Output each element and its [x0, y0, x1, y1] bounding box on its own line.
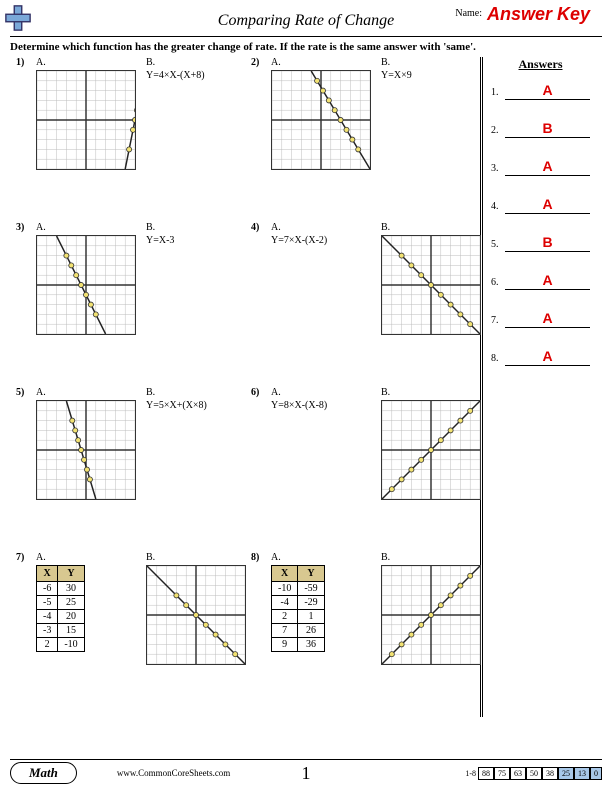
score-cell: 88: [478, 767, 494, 780]
problem-number: 8): [251, 552, 259, 563]
score-band: 1-8 887563503825130: [465, 768, 602, 779]
problem: 4) A. Y=7×X-(X-2) B.: [245, 222, 480, 387]
website: www.CommonCoreSheets.com: [117, 768, 230, 778]
xy-table: XY-10-59-4-2921726936: [271, 565, 325, 652]
coordinate-graph: [381, 565, 481, 665]
problem-number: 1): [16, 57, 24, 68]
option-b-label: B.: [381, 552, 481, 563]
option-a-label: A.: [36, 57, 136, 68]
option-b-label: B.: [381, 387, 481, 398]
equation-text: Y=X×9: [381, 70, 412, 81]
score-cell: 63: [510, 767, 526, 780]
equation-text: Y=7×X-(X-2): [271, 235, 327, 246]
answer-value: A: [505, 272, 590, 290]
score-cell: 50: [526, 767, 542, 780]
equation-text: Y=5×X+(X×8): [146, 400, 207, 411]
problem: 6) A. Y=8×X-(X-8) B.: [245, 387, 480, 552]
option-a-label: A.: [271, 552, 325, 563]
answer-key-label: Answer Key: [487, 4, 590, 25]
answer-value: A: [505, 310, 590, 328]
equation-text: Y=8×X-(X-8): [271, 400, 327, 411]
option-a-label: A.: [36, 552, 85, 563]
problem: 8) A. XY-10-59-4-2921726936 B.: [245, 552, 480, 717]
problem-number: 5): [16, 387, 24, 398]
answer-value: A: [505, 196, 590, 214]
score-cell: 0: [590, 767, 602, 780]
problem: 2) A. B. Y=X×9: [245, 57, 480, 222]
answer-value: B: [505, 120, 590, 138]
option-b-label: B.: [381, 57, 412, 68]
coordinate-graph: [381, 235, 481, 335]
problem: 1) A. B. Y=4×X-(X+8): [10, 57, 245, 222]
problem: 5) A. B. Y=5×X+(X×8): [10, 387, 245, 552]
option-b-label: B.: [146, 222, 174, 233]
problem-number: 6): [251, 387, 259, 398]
problem-number: 4): [251, 222, 259, 233]
problem: 3) A. B. Y=X-3: [10, 222, 245, 387]
answer-value: A: [505, 82, 590, 100]
option-a-label: A.: [271, 57, 371, 68]
answer-row: 3.A: [491, 158, 590, 176]
problem: 7) A. XY-630-525-420-3152-10 B.: [10, 552, 245, 717]
coordinate-graph: [36, 235, 136, 335]
option-a-label: A.: [271, 222, 327, 233]
answer-row: 1.A: [491, 82, 590, 100]
equation-text: Y=X-3: [146, 235, 174, 246]
answers-heading: Answers: [491, 57, 590, 72]
answer-row: 4.A: [491, 196, 590, 214]
score-cell: 75: [494, 767, 510, 780]
option-b-label: B.: [146, 552, 246, 563]
answer-row: 2.B: [491, 120, 590, 138]
coordinate-graph: [36, 400, 136, 500]
answer-row: 8.A: [491, 348, 590, 366]
coordinate-graph: [271, 70, 371, 170]
problem-number: 3): [16, 222, 24, 233]
answer-row: 6.A: [491, 272, 590, 290]
answer-row: 7.A: [491, 310, 590, 328]
answer-value: A: [505, 158, 590, 176]
option-a-label: A.: [271, 387, 327, 398]
logo-icon: [4, 4, 32, 32]
xy-table: XY-630-525-420-3152-10: [36, 565, 85, 652]
instructions: Determine which function has the greater…: [10, 41, 602, 53]
equation-text: Y=4×X-(X+8): [146, 70, 205, 81]
page-number: 1: [302, 763, 311, 784]
coordinate-graph: [146, 565, 246, 665]
name-label: Name:: [455, 8, 482, 19]
score-cell: 25: [558, 767, 574, 780]
coordinate-graph: [381, 400, 481, 500]
problem-number: 7): [16, 552, 24, 563]
problem-number: 2): [251, 57, 259, 68]
answer-value: B: [505, 234, 590, 252]
score-cell: 38: [542, 767, 558, 780]
option-a-label: A.: [36, 387, 136, 398]
option-b-label: B.: [381, 222, 481, 233]
option-b-label: B.: [146, 57, 205, 68]
option-b-label: B.: [146, 387, 207, 398]
score-cell: 13: [574, 767, 590, 780]
option-a-label: A.: [36, 222, 136, 233]
answer-value: A: [505, 348, 590, 366]
coordinate-graph: [36, 70, 136, 170]
answer-row: 5.B: [491, 234, 590, 252]
subject-badge: Math: [10, 762, 77, 784]
